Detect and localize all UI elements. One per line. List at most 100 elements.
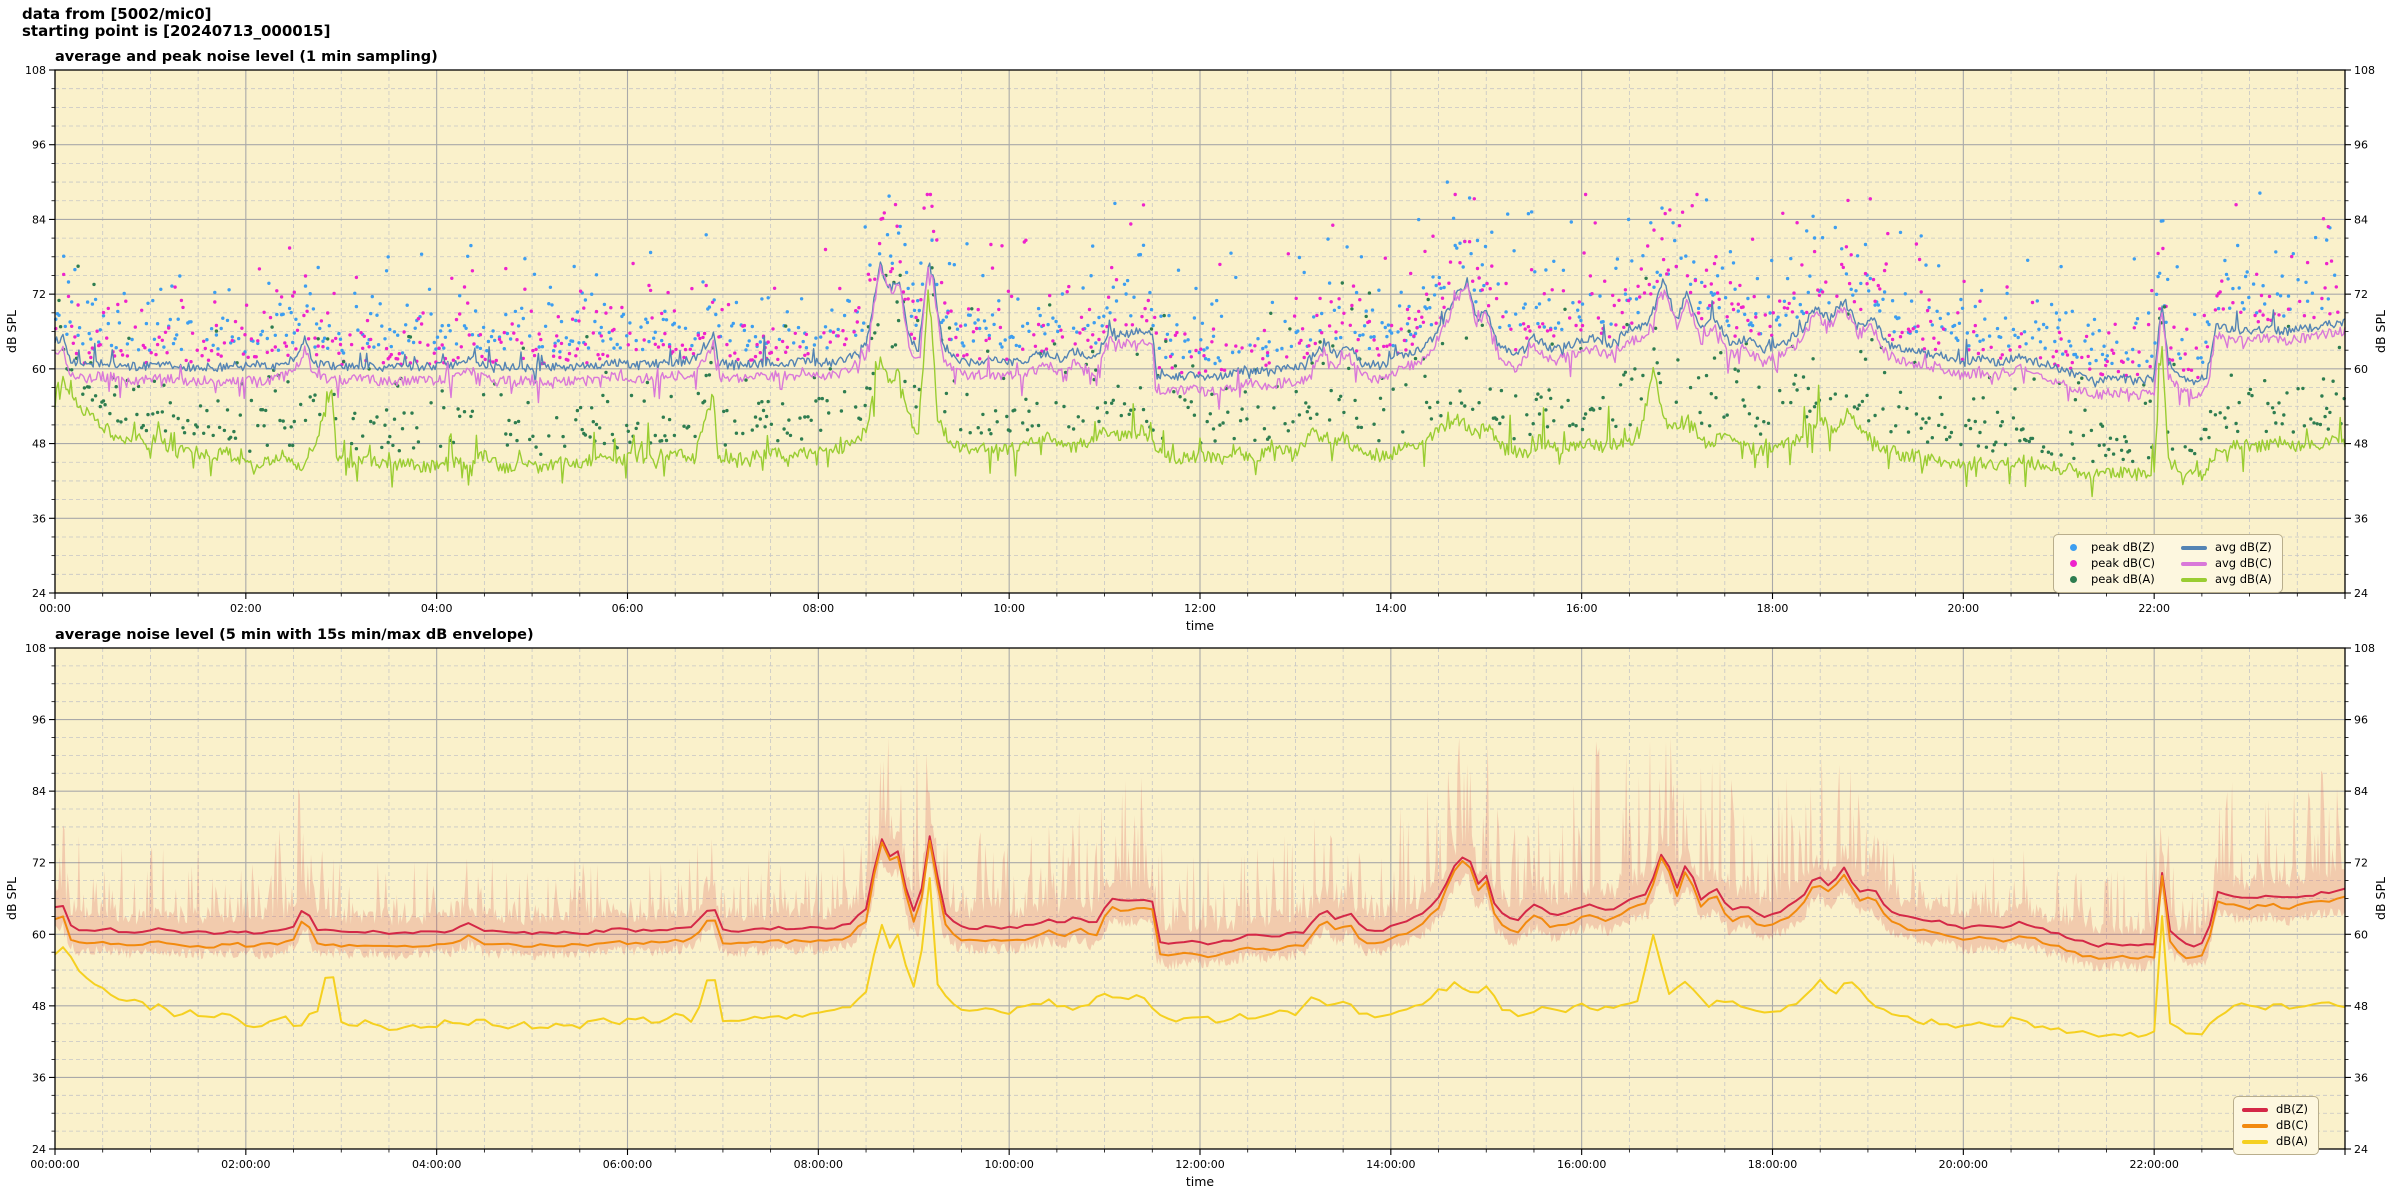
svg-text:20:00:00: 20:00:00	[1939, 1158, 1988, 1171]
svg-text:time: time	[1186, 1174, 1215, 1189]
legend-entry-avg-dba: avg dB(A)	[2180, 572, 2272, 587]
avg-dba-marker-icon	[2180, 577, 2207, 582]
svg-text:72: 72	[2354, 857, 2368, 870]
peak-dbz-marker-icon	[2070, 544, 2077, 551]
series-avg-db-z-	[54, 261, 2346, 388]
legend-entry-dba: dB(A)	[2242, 1134, 2308, 1149]
dbc-marker-icon	[2242, 1123, 2268, 1128]
series-db-z-	[54, 835, 2346, 948]
svg-text:04:00: 04:00	[421, 602, 453, 615]
series-db-a-	[54, 877, 2346, 1038]
svg-text:60: 60	[32, 928, 46, 941]
scatter-peak-db-a-	[57, 264, 2346, 464]
dbz-marker-icon	[2242, 1107, 2268, 1112]
svg-text:96: 96	[32, 139, 46, 152]
chart1-legend: peak dB(Z) avg dB(Z) peak dB(C) avg dB(C…	[2053, 534, 2283, 593]
svg-text:84: 84	[32, 213, 46, 226]
legend-entry-avg-dbc: avg dB(C)	[2180, 556, 2272, 571]
svg-text:10:00:00: 10:00:00	[984, 1158, 1033, 1171]
svg-text:00:00:00: 00:00:00	[30, 1158, 79, 1171]
svg-text:36: 36	[2354, 1071, 2368, 1084]
svg-text:dB SPL: dB SPL	[2373, 310, 2388, 353]
ticks	[49, 69, 2351, 599]
series-avg-db-c-	[54, 264, 2346, 410]
chart2-title: average noise level (5 min with 15s min/…	[55, 627, 534, 643]
header-line-1: data from [5002/mic0]	[22, 5, 212, 23]
svg-text:36: 36	[32, 512, 46, 525]
svg-text:06:00:00: 06:00:00	[603, 1158, 652, 1171]
svg-text:16:00:00: 16:00:00	[1557, 1158, 1606, 1171]
svg-text:60: 60	[2354, 928, 2368, 941]
svg-text:08:00:00: 08:00:00	[794, 1158, 843, 1171]
svg-text:108: 108	[25, 64, 46, 77]
legend-entry-peak-dba: peak dB(A)	[2062, 572, 2155, 587]
svg-text:96: 96	[2354, 714, 2368, 727]
dba-marker-icon	[2242, 1139, 2268, 1144]
svg-text:24: 24	[2354, 587, 2368, 600]
legend-entry-peak-dbz: peak dB(Z)	[2062, 540, 2155, 555]
svg-text:10:00: 10:00	[993, 602, 1025, 615]
legend-entry-dbc: dB(C)	[2242, 1118, 2308, 1133]
svg-text:48: 48	[2354, 438, 2368, 451]
svg-text:108: 108	[2354, 64, 2375, 77]
chart2-legend: dB(Z) dB(C) dB(A)	[2233, 1096, 2320, 1155]
svg-text:00:00: 00:00	[39, 602, 71, 615]
svg-text:22:00: 22:00	[2138, 602, 2170, 615]
svg-text:16:00: 16:00	[1566, 602, 1598, 615]
header-line-2: starting point is [20240713_000015]	[22, 22, 331, 40]
avg-dbz-marker-icon	[2180, 545, 2207, 550]
tick-labels: 24 24 36 36 48 48 60 60 72 72 84 84 96 96 108 108 00:00 0…	[25, 64, 2375, 615]
svg-text:96: 96	[2354, 139, 2368, 152]
svg-text:84: 84	[32, 785, 46, 798]
svg-text:60: 60	[32, 363, 46, 376]
svg-text:84: 84	[2354, 785, 2368, 798]
svg-text:72: 72	[32, 857, 46, 870]
svg-text:12:00: 12:00	[1184, 602, 1216, 615]
svg-text:60: 60	[2354, 363, 2368, 376]
series-avg-db-a-	[54, 289, 2346, 498]
tick-labels: 24 24 36 36 48 48 60 60 72 72 84 84 96 96 108 108 00:00:…	[25, 642, 2375, 1171]
svg-text:12:00:00: 12:00:00	[1175, 1158, 1224, 1171]
legend-entry-avg-dbz: avg dB(Z)	[2180, 540, 2272, 555]
svg-text:24: 24	[32, 587, 46, 600]
svg-text:36: 36	[2354, 512, 2368, 525]
svg-text:24: 24	[32, 1143, 46, 1156]
svg-text:02:00: 02:00	[230, 602, 262, 615]
svg-text:14:00:00: 14:00:00	[1366, 1158, 1415, 1171]
svg-text:dB SPL: dB SPL	[4, 877, 19, 920]
ticks	[49, 647, 2351, 1155]
legend-entry-peak-dbc: peak dB(C)	[2062, 556, 2155, 571]
peak-dba-marker-icon	[2070, 576, 2077, 583]
axis-labels: dB SPL dB SPL time	[4, 877, 2388, 1189]
svg-text:108: 108	[2354, 642, 2375, 655]
scatter-peak-db-c-	[54, 192, 2340, 380]
svg-text:48: 48	[2354, 1000, 2368, 1013]
major-grid	[55, 648, 2345, 1149]
svg-text:48: 48	[32, 1000, 46, 1013]
svg-text:08:00: 08:00	[802, 602, 834, 615]
svg-text:18:00:00: 18:00:00	[1748, 1158, 1797, 1171]
svg-text:02:00:00: 02:00:00	[221, 1158, 270, 1171]
chart1-plot: 24 24 36 36 48 48 60 60 72 72 84 84 96 96 108 108 00:00 0…	[4, 64, 2388, 633]
svg-text:48: 48	[32, 438, 46, 451]
axis-labels: dB SPL dB SPL time	[4, 310, 2388, 633]
svg-text:22:00:00: 22:00:00	[2129, 1158, 2178, 1171]
svg-text:36: 36	[32, 1071, 46, 1084]
svg-text:108: 108	[25, 642, 46, 655]
svg-text:18:00: 18:00	[1757, 602, 1789, 615]
peak-dbc-marker-icon	[2070, 560, 2077, 567]
svg-text:96: 96	[32, 714, 46, 727]
legend-entry-dbz: dB(Z)	[2242, 1102, 2308, 1117]
svg-text:72: 72	[32, 288, 46, 301]
svg-text:06:00: 06:00	[612, 602, 644, 615]
svg-text:14:00: 14:00	[1375, 602, 1407, 615]
svg-text:04:00:00: 04:00:00	[412, 1158, 461, 1171]
svg-text:dB SPL: dB SPL	[2373, 877, 2388, 920]
svg-text:24: 24	[2354, 1143, 2368, 1156]
svg-text:dB SPL: dB SPL	[4, 310, 19, 353]
chart1-title: average and peak noise level (1 min samp…	[55, 49, 438, 65]
avg-dbc-marker-icon	[2180, 561, 2207, 566]
chart2-plot: 24 24 36 36 48 48 60 60 72 72 84 84 96 96 108 108 00:00:…	[4, 642, 2388, 1189]
